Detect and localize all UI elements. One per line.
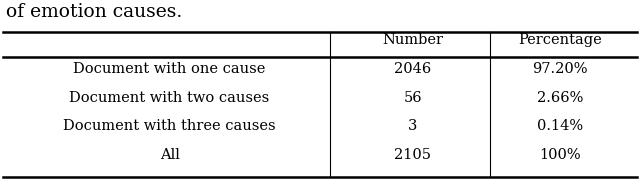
Text: of emotion causes.: of emotion causes. bbox=[6, 3, 182, 21]
Text: 2105: 2105 bbox=[394, 148, 431, 162]
Text: Document with one cause: Document with one cause bbox=[74, 62, 266, 76]
Text: 100%: 100% bbox=[539, 148, 581, 162]
Text: 97.20%: 97.20% bbox=[532, 62, 588, 76]
Text: 56: 56 bbox=[403, 91, 422, 105]
Text: All: All bbox=[159, 148, 180, 162]
Text: Document with two causes: Document with two causes bbox=[70, 91, 269, 105]
Text: 0.14%: 0.14% bbox=[537, 119, 583, 133]
Text: Percentage: Percentage bbox=[518, 33, 602, 47]
Text: Number: Number bbox=[382, 33, 444, 47]
Text: 3: 3 bbox=[408, 119, 417, 133]
Text: 2046: 2046 bbox=[394, 62, 431, 76]
Text: 2.66%: 2.66% bbox=[537, 91, 583, 105]
Text: Document with three causes: Document with three causes bbox=[63, 119, 276, 133]
